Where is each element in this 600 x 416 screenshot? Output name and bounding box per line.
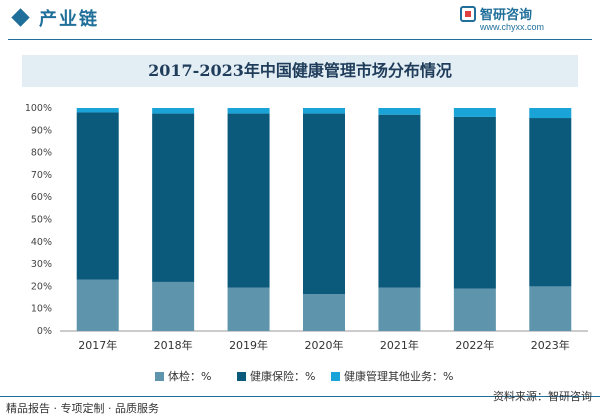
header-divider	[8, 39, 592, 40]
bar-segment	[529, 286, 572, 331]
legend-label: 健康保险：%	[250, 370, 316, 383]
y-tick-label: 80%	[31, 148, 52, 159]
legend-item: 健康保险：%	[237, 368, 315, 384]
y-tick-label: 100%	[25, 103, 52, 114]
bar-segment	[453, 108, 496, 117]
bar-segment	[152, 108, 195, 114]
legend-item: 健康管理其他业务：%	[331, 368, 453, 384]
footer-source: 资料来源：智研咨询	[493, 390, 592, 403]
bar-segment	[152, 281, 195, 331]
bar-segment	[378, 287, 421, 331]
y-tick-label: 70%	[31, 170, 52, 181]
header: 产业链 智研咨询 www.chyxx.com	[0, 0, 600, 40]
chart-title: 2017-2023年中国健康管理市场分布情况	[148, 61, 452, 80]
y-tick-label: 50%	[31, 215, 52, 226]
legend-swatch	[331, 371, 340, 381]
x-tick-label: 2020年	[305, 338, 344, 352]
x-tick-label: 2021年	[380, 338, 419, 352]
x-tick-label: 2017年	[78, 338, 117, 352]
bar-segment	[303, 113, 345, 295]
bar-segment	[152, 113, 195, 282]
bar-segment	[378, 108, 421, 115]
bar-segment	[227, 287, 270, 331]
y-tick-label: 30%	[31, 259, 52, 270]
legend-swatch	[155, 371, 164, 381]
y-tick-label: 20%	[31, 281, 52, 292]
y-tick-label: 10%	[31, 304, 52, 315]
x-tick-label: 2022年	[455, 338, 494, 352]
bar-segment	[227, 108, 270, 114]
bar-segment	[378, 114, 421, 288]
chart-title-box: 2017-2023年中国健康管理市场分布情况	[22, 55, 578, 87]
legend-label: 体检：%	[168, 370, 212, 383]
bar-segment	[76, 108, 119, 113]
bar-segment	[76, 112, 119, 280]
brand-url: www.chyxx.com	[480, 22, 545, 32]
x-tick-label: 2018年	[154, 338, 193, 352]
legend-label: 健康管理其他业务：%	[344, 370, 454, 383]
legend-item: 体检：%	[155, 368, 211, 384]
bar-segment	[303, 108, 345, 114]
y-tick-label: 60%	[31, 192, 52, 203]
x-tick-label: 2019年	[229, 338, 268, 352]
bar-segment	[529, 118, 572, 287]
y-tick-label: 0%	[37, 326, 52, 337]
brand-logo-icon	[460, 6, 476, 22]
brand-name: 智研咨询	[480, 8, 533, 23]
brand-logo: 智研咨询 www.chyxx.com	[460, 6, 590, 36]
legend-swatch	[237, 371, 246, 381]
bar-segment	[303, 294, 345, 331]
y-tick-label: 40%	[31, 237, 52, 248]
bar-segment	[529, 108, 572, 119]
section-title: 产业链	[39, 9, 99, 30]
bar-segment	[453, 116, 496, 289]
y-tick-label: 90%	[31, 125, 52, 136]
bar-segment	[76, 279, 119, 331]
footer-tagline: 精品报告 · 专项定制 · 品质服务	[6, 402, 159, 415]
bar-segment	[453, 288, 496, 331]
footer-divider	[0, 396, 600, 397]
bar-segment	[227, 113, 270, 288]
x-tick-label: 2023年	[531, 338, 570, 352]
